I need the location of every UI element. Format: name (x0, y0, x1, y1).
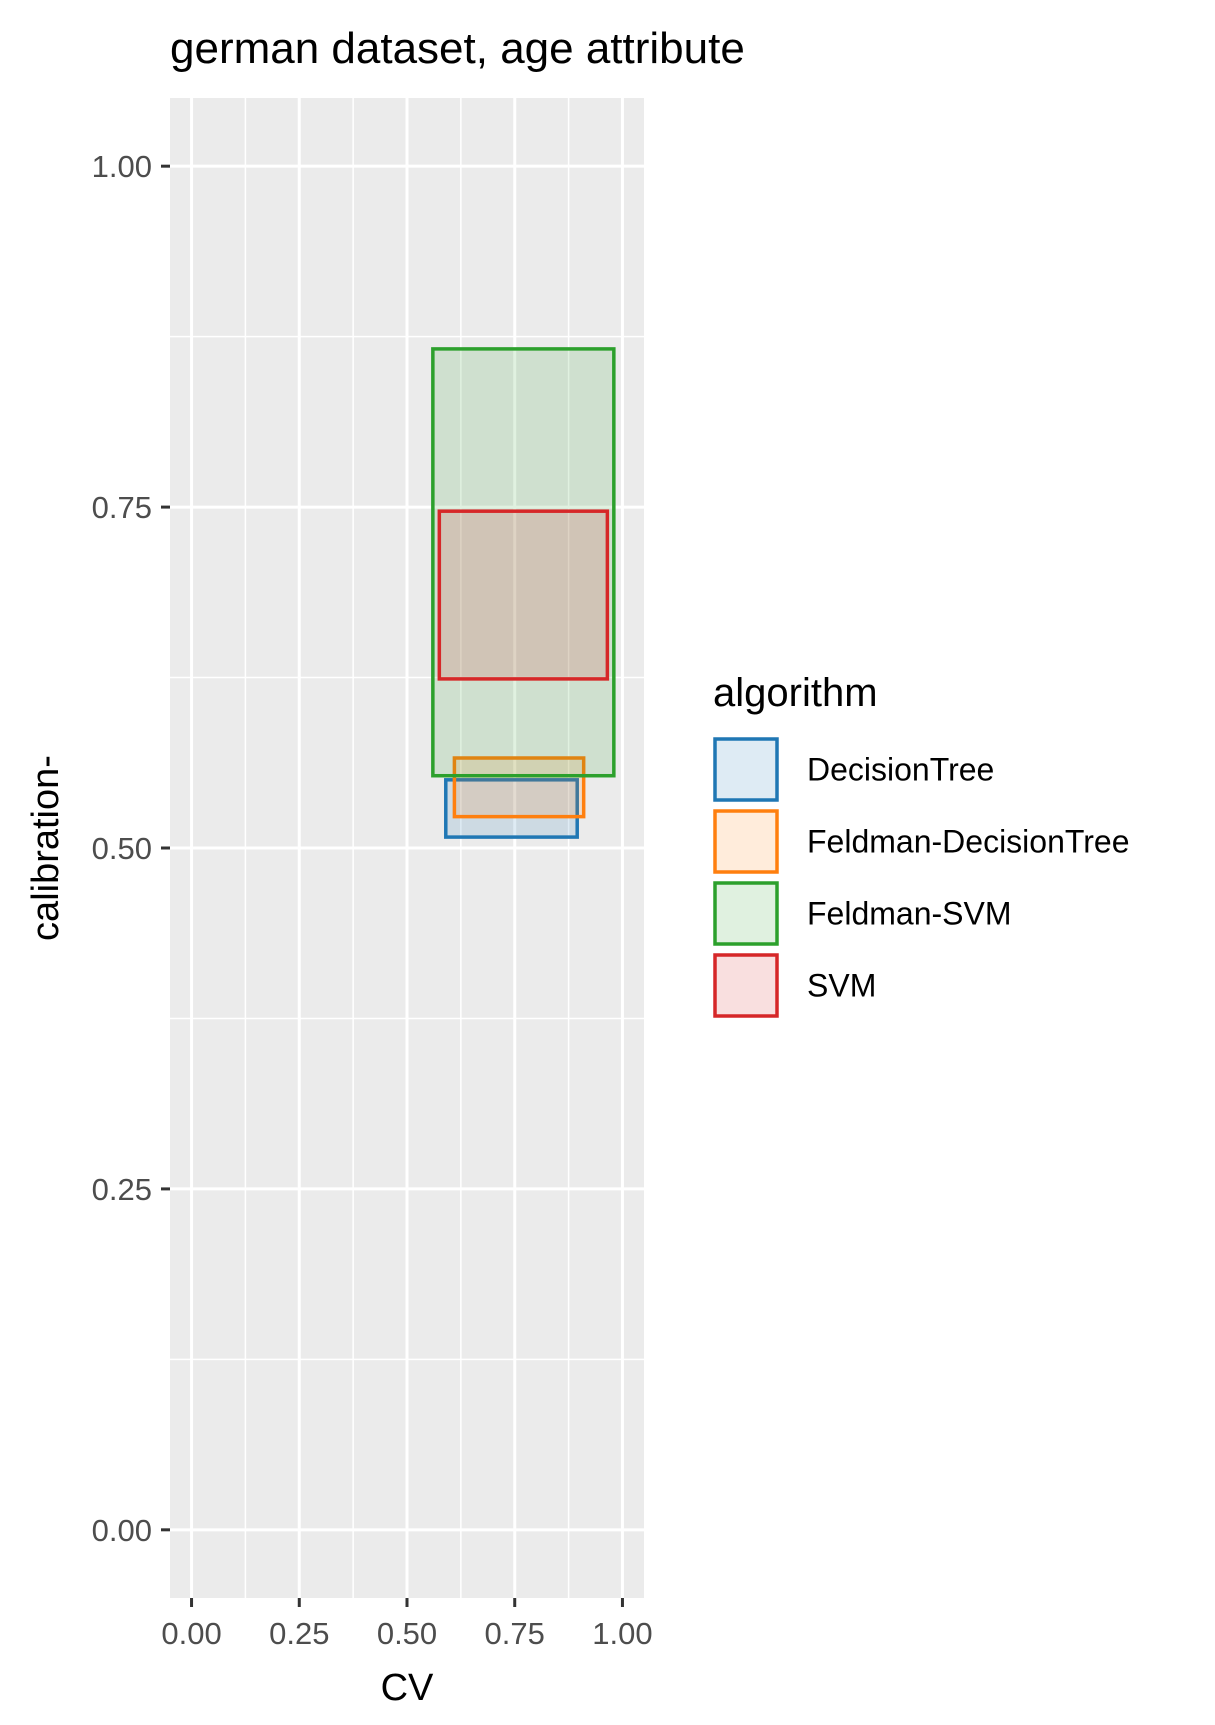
x-tick-label: 1.00 (592, 1616, 652, 1651)
x-tick-label: 0.75 (485, 1616, 545, 1651)
y-axis: 0.00 0.25 0.50 0.75 1.00 (92, 149, 170, 1548)
legend-label-feldman-decisiontree: Feldman-DecisionTree (807, 824, 1129, 860)
legend: algorithm DecisionTree Feldman-DecisionTr… (713, 671, 1129, 1018)
rect-svm (437, 509, 610, 681)
y-tick-label: 0.50 (92, 831, 152, 866)
x-axis-title: CV (381, 1667, 434, 1709)
legend-title: algorithm (713, 671, 878, 715)
y-tick-label: 0.00 (92, 1513, 152, 1548)
legend-label-svm: SVM (807, 968, 876, 1004)
chart-title: german dataset, age attribute (170, 24, 745, 73)
y-tick-label: 0.75 (92, 490, 152, 525)
legend-key-feldman-svm (713, 881, 779, 946)
legend-key-svm (713, 953, 779, 1018)
legend-key-feldman-decisiontree (713, 809, 779, 874)
y-tick-label: 1.00 (92, 149, 152, 184)
data-rectangles (431, 347, 616, 839)
y-tick-label: 0.25 (92, 1172, 152, 1207)
legend-key-decisiontree (713, 737, 779, 802)
legend-label-decisiontree: DecisionTree (807, 752, 994, 788)
rect-feldman-svm (431, 347, 616, 778)
x-tick-label: 0.25 (269, 1616, 329, 1651)
legend-label-feldman-svm: Feldman-SVM (807, 896, 1012, 932)
x-tick-label: 0.00 (161, 1616, 221, 1651)
rect-decisiontree (444, 778, 579, 839)
rect-feldman-decisiontree (452, 756, 586, 819)
major-gridlines (170, 98, 644, 1598)
x-axis: 0.00 0.25 0.50 0.75 1.00 (161, 1598, 653, 1651)
x-tick-label: 0.50 (377, 1616, 437, 1651)
y-axis-title: calibration- (25, 755, 67, 941)
